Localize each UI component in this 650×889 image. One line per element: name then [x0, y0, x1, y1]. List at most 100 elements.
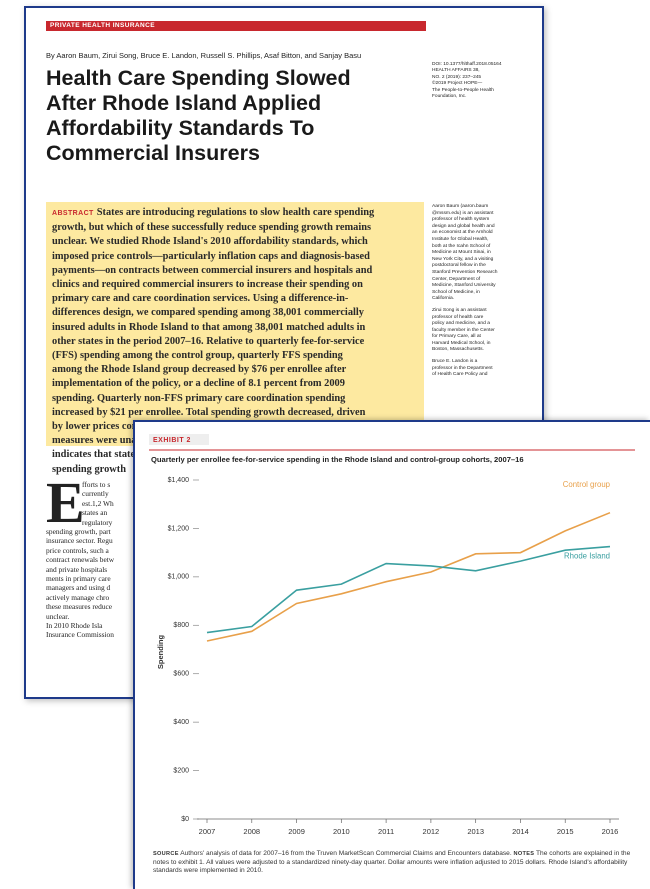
- note-line: professor in the Department: [432, 365, 493, 371]
- source-label: SOURCE: [153, 851, 179, 857]
- abstract-text: other states in the period 2007–16. Rela…: [52, 335, 365, 347]
- body-line: actively manage chro: [46, 592, 110, 602]
- abstract-text: States are introducing regulations to sl…: [96, 207, 375, 218]
- abstract-text: differences design, we compared spending…: [52, 307, 364, 319]
- abstract-line: implementation of the policy, or a decli…: [52, 377, 424, 391]
- body-line: regulatory: [82, 517, 113, 527]
- title-line: Affordability Standards To: [46, 116, 315, 140]
- doi-line: DOI: 10.1377/hlthaff.2018.05164: [432, 62, 502, 67]
- abstract-line: imposed price controls—particularly infl…: [52, 250, 424, 264]
- abstract-text: clinics and required commercial insurers…: [52, 279, 363, 291]
- abstract-text: increased by $21 per enrollee. Total spe…: [52, 406, 366, 418]
- abstract-line: differences design, we compared spending…: [52, 306, 424, 320]
- x-tick-label: 2007: [199, 827, 216, 836]
- note-line: New York City, and a visiting: [432, 256, 494, 262]
- chart-title: Quarterly per enrollee fee-for-service s…: [151, 455, 524, 464]
- y-tick-label: $1,200: [168, 525, 190, 532]
- abstract-text: spending. Quarterly non-FFS primary care…: [52, 392, 346, 404]
- abstract-text: unclear. We studied Rhode Island's 2010 …: [52, 236, 368, 248]
- y-axis-label: Spending: [156, 635, 165, 670]
- note-line: School of Medicine, in: [432, 289, 480, 295]
- x-tick-label: 2015: [557, 827, 574, 836]
- source: Authors' analysis of data for 2007–16 fr…: [180, 850, 512, 857]
- notes-label: NOTES: [513, 851, 535, 857]
- abstract-line: other states in the period 2007–16. Rela…: [52, 335, 424, 349]
- abstract: ABSTRACT States are introducing regulatio…: [46, 202, 424, 475]
- abstract-text: insured adults in Rhode Island to that a…: [52, 321, 366, 333]
- note-line: Boston, Massachusetts.: [432, 347, 484, 353]
- drop-cap: E: [46, 470, 85, 535]
- y-tick-label: $0: [181, 816, 189, 823]
- series-line: [206, 545, 611, 634]
- note-line: Zirui Song is an assistant: [432, 307, 487, 313]
- body-line: In 2010 Rhode Isla: [46, 621, 103, 631]
- note-line: an economist at the Arnhold: [432, 230, 493, 236]
- body-line: currently: [82, 489, 109, 499]
- body-line: these measures reduce: [46, 602, 113, 612]
- abstract-line: spending. Quarterly non-FFS primary care…: [52, 392, 424, 406]
- abstract-text: primary care and care coordination servi…: [52, 293, 349, 305]
- paper-page: PRIVATE HEALTH INSURANCE By Aaron Baum, …: [24, 6, 544, 699]
- body-line: spending growth, part: [46, 527, 111, 536]
- author-note: Aaron Baum (aaron.baum @mssm.edu) is an a…: [432, 204, 538, 303]
- note-line: Aaron Baum (aaron.baum: [432, 204, 489, 209]
- exhibit-label: EXHIBIT 2: [153, 437, 191, 444]
- note-line: Medicine, Stanford University: [432, 283, 496, 289]
- author-notes: Aaron Baum (aaron.baum @mssm.edu) is an a…: [432, 204, 538, 384]
- y-tick-label: $600: [173, 671, 189, 678]
- note-line: policy and medicine, and a: [432, 321, 490, 327]
- note-line: Center, Department of: [432, 276, 481, 282]
- note-line: faculty member in the Center: [432, 327, 495, 333]
- abstract-line: ABSTRACT States are introducing regulatio…: [52, 206, 424, 221]
- note-line: professor of health system: [432, 217, 490, 223]
- note-line: Institute for Global Health,: [432, 236, 489, 242]
- y-tick-label: $200: [173, 767, 189, 774]
- y-tick-label: $800: [173, 622, 189, 629]
- y-tick-label: $400: [173, 719, 189, 726]
- abstract-text: payments—on contracts between commercial…: [52, 264, 373, 276]
- note-line: Harvard Medical School, in: [432, 340, 491, 346]
- y-tick-label: $1,400: [168, 477, 190, 484]
- abstract-text: growth, but which of these successfully …: [52, 222, 372, 234]
- article-title: Health Care Spending Slowed After Rhode I…: [46, 66, 446, 166]
- note-line: Stanford Prevention Research: [432, 269, 498, 275]
- title-line: After Rhode Island Applied: [46, 91, 322, 115]
- note-line: Medicine at Mount Sinai, in: [432, 250, 491, 256]
- x-tick-label: 2013: [467, 827, 484, 836]
- x-tick-label: 2009: [288, 827, 305, 836]
- note-line: California.: [432, 296, 455, 302]
- abstract-text: among the Rhode Island group decreased b…: [52, 364, 347, 376]
- author-note: Zirui Song is an assistant professor of h…: [432, 308, 538, 354]
- body-line: contract renewals betw: [46, 555, 115, 565]
- note-line: professor of health care: [432, 314, 484, 320]
- chart: EXHIBIT 2 Quarterly per enrollee fee-for…: [149, 434, 635, 836]
- abstract-text: implementation of the policy, or a decli…: [52, 378, 345, 390]
- exhibit-label-bg: [149, 434, 209, 445]
- x-tick-label: 2008: [243, 827, 260, 836]
- note-line: @mssm.edu) is an assistant: [432, 210, 494, 216]
- abstract-line: insured adults in Rhode Island to that a…: [52, 321, 424, 335]
- abstract-line: growth, but which of these successfully …: [52, 221, 424, 235]
- doi-line: HEALTH AFFAIRS 38,: [432, 68, 480, 74]
- abstract-line: spending growth: [52, 463, 424, 477]
- body-line: managers and using d: [46, 583, 111, 593]
- notes: The cohorts are explained in the notes t…: [153, 850, 631, 875]
- author-note: Bruce E. Landon is a professor in the Dep…: [432, 359, 538, 379]
- note-line: postdoctoral fellow in the: [432, 263, 486, 269]
- exhibit: EXHIBIT 2 Quarterly per enrollee fee-for…: [133, 420, 650, 889]
- series-line: [206, 511, 611, 642]
- x-tick-label: 2012: [423, 827, 440, 836]
- body-line: unclear.: [46, 611, 70, 621]
- body-line: insurance sector. Regu: [46, 536, 113, 546]
- legend-label: Control group: [563, 480, 611, 489]
- body-line: and private hospitals: [46, 564, 108, 574]
- body-line: price controls, such a: [46, 545, 109, 555]
- abstract-line: (FFS) spending among the control group, …: [52, 349, 424, 363]
- y-tick-label: $1,000: [168, 574, 190, 581]
- body-text: fforts to s currently est.1,2 Wh states an r…: [82, 480, 114, 527]
- note-line: Bruce E. Landon is a: [432, 359, 478, 365]
- section-label: PRIVATE HEALTH INSURANCE: [46, 21, 426, 31]
- authors: By Aaron Baum, Zirui Song, Bruce E. Land…: [46, 51, 362, 60]
- doi-block: DOI: 10.1377/hlthaff.2018.05164 HEALTH AF…: [432, 62, 502, 100]
